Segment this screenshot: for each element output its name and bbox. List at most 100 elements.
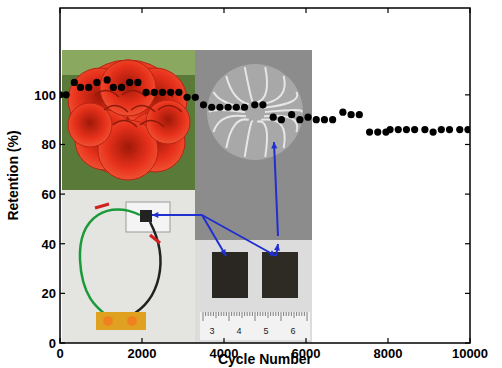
y-tick-label: 40	[42, 237, 56, 252]
ruler-tick	[262, 312, 263, 316]
x-tick-label: 2000	[128, 346, 157, 361]
ruler-tick	[294, 312, 295, 318]
data-point	[339, 109, 346, 116]
x-tick-label: 10000	[452, 346, 488, 361]
ruler-tick	[273, 312, 274, 316]
data-point	[118, 84, 125, 91]
data-point	[456, 126, 463, 133]
flower-fold	[122, 90, 146, 97]
circuit-photo	[62, 190, 195, 343]
data-points	[60, 76, 470, 135]
ruler-tick	[226, 312, 227, 316]
ruler-tick	[296, 312, 297, 316]
data-point	[143, 89, 150, 96]
data-point	[438, 126, 445, 133]
led	[103, 316, 113, 326]
clip	[150, 235, 160, 243]
clip	[95, 204, 109, 208]
ruler-tick	[268, 312, 269, 318]
ruler-tick	[231, 312, 232, 316]
flower-fold	[95, 90, 119, 97]
ruler-tick	[291, 312, 292, 316]
data-point	[71, 79, 78, 86]
inset-photos: 3456	[62, 50, 312, 343]
device-electrode	[140, 210, 152, 222]
chart-root: 34560200040006000800010000020406080100Cy…	[0, 0, 502, 368]
y-tick	[465, 194, 470, 195]
x-axis-label: Cycle Number	[218, 351, 313, 367]
sem-flake	[245, 121, 253, 156]
ruler-tick	[203, 312, 204, 321]
data-point	[321, 116, 328, 123]
y-tick	[465, 144, 470, 145]
ruler-tick	[242, 312, 243, 318]
x-tick	[387, 8, 388, 13]
ruler-tick	[208, 312, 209, 316]
y-tick	[60, 342, 65, 343]
arrow-head	[152, 212, 158, 218]
x-tick-label: 0	[56, 346, 63, 361]
wire	[80, 209, 140, 318]
y-tick-label: 60	[42, 187, 56, 202]
data-point	[304, 114, 311, 121]
data-point	[386, 126, 393, 133]
data-point	[192, 94, 199, 101]
y-axis-label: Retention (%)	[5, 130, 21, 220]
sem-flake	[257, 121, 267, 156]
x-tick	[59, 338, 60, 343]
data-point	[259, 101, 266, 108]
data-point	[270, 114, 277, 121]
x-tick	[141, 8, 142, 13]
data-point	[216, 104, 223, 111]
x-tick	[305, 8, 306, 13]
sem-particle	[207, 64, 303, 160]
arrow-head	[269, 250, 276, 256]
ruler-tick	[249, 312, 250, 316]
sem-flake	[226, 76, 248, 104]
data-point	[63, 91, 70, 98]
ruler-tick	[283, 312, 284, 316]
ruler	[200, 312, 310, 340]
electrode-photo	[195, 240, 312, 343]
ruler-label: 4	[236, 326, 241, 336]
led-board	[96, 312, 146, 330]
data-point	[251, 101, 258, 108]
y-tick	[465, 293, 470, 294]
y-tick	[60, 243, 65, 244]
y-tick	[465, 243, 470, 244]
data-point	[93, 79, 100, 86]
x-tick	[305, 338, 306, 343]
y-tick-label: 80	[42, 137, 56, 152]
data-point	[151, 89, 158, 96]
arrow	[274, 142, 278, 236]
ruler-tick	[236, 312, 237, 316]
sem-flake	[214, 116, 246, 132]
ruler-tick	[234, 312, 235, 316]
ruler-tick	[247, 312, 248, 316]
data-point	[288, 111, 295, 118]
data-point	[421, 126, 428, 133]
data-point	[85, 84, 92, 91]
data-point	[110, 84, 117, 91]
chart: 34560200040006000800010000020406080100Cy…	[0, 0, 502, 368]
data-point	[134, 79, 141, 86]
data-point	[225, 104, 232, 111]
flower-fold	[158, 105, 182, 112]
data-point	[348, 111, 355, 118]
ruler-tick	[223, 312, 224, 316]
flower-fold	[131, 105, 155, 112]
ruler-tick	[244, 312, 245, 316]
y-tick-label: 0	[49, 336, 56, 351]
arrow-head	[271, 142, 277, 148]
data-point	[374, 128, 381, 135]
data-point	[356, 111, 363, 118]
ruler-tick	[257, 312, 258, 316]
x-tick-label: 8000	[374, 346, 403, 361]
data-point	[278, 116, 285, 123]
ruler-label: 3	[209, 326, 214, 336]
x-tick	[141, 338, 142, 343]
ruler-tick	[205, 312, 206, 316]
ruler-tick	[270, 312, 271, 316]
ruler-tick	[229, 312, 230, 321]
x-tick	[469, 8, 470, 13]
